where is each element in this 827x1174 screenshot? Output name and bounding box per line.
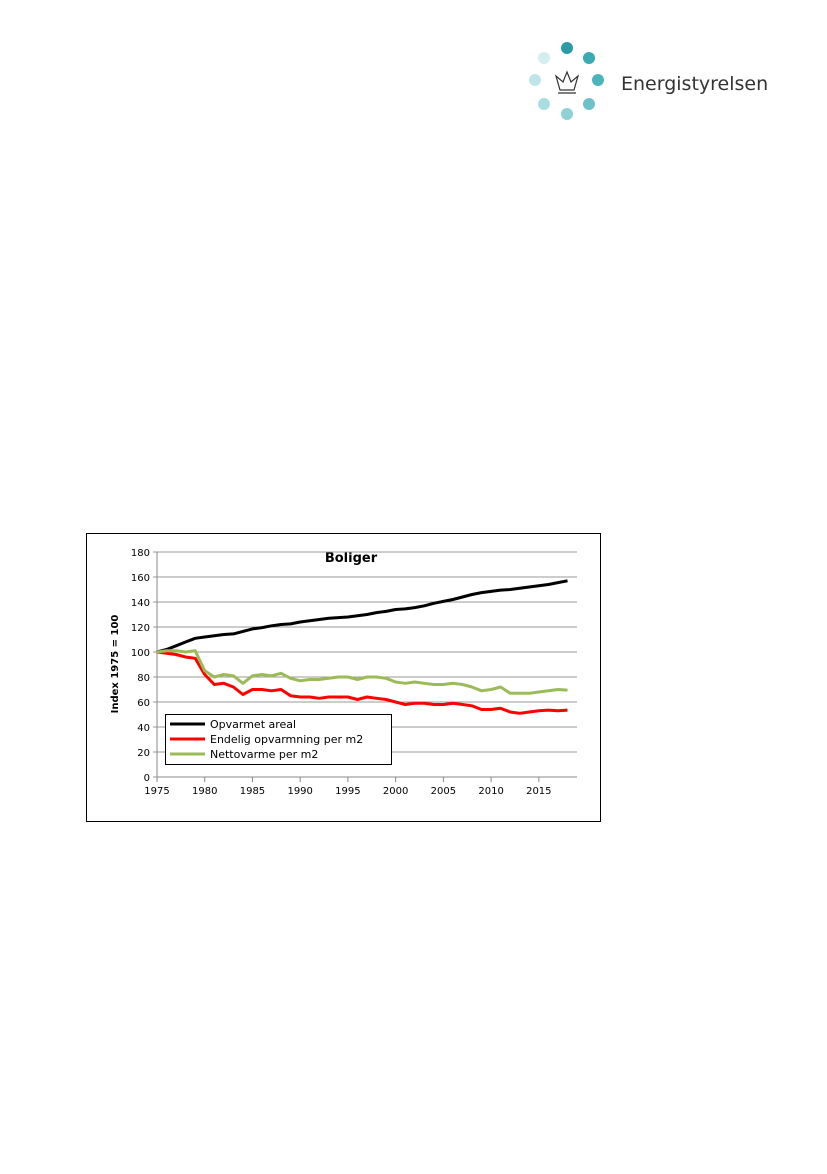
logo-dot [561, 108, 573, 120]
y-tick-label: 100 [131, 648, 150, 659]
legend-label: Opvarmet areal [210, 718, 296, 731]
x-tick-label: 1995 [335, 786, 360, 797]
y-tick-label: 80 [137, 673, 150, 684]
logo-dot [583, 52, 595, 64]
x-tick-label: 1990 [287, 786, 312, 797]
series-line [156, 650, 568, 715]
y-tick-label: 160 [131, 573, 150, 584]
legend-label: Nettovarme per m2 [210, 748, 318, 761]
logo-dot [592, 74, 604, 86]
logo: Energistyrelsen [529, 42, 768, 120]
y-tick-label: 180 [131, 548, 150, 559]
y-tick-label: 60 [137, 698, 150, 709]
x-tick-label: 2000 [383, 786, 408, 797]
legend-label: Endelig opvarmning per m2 [210, 733, 363, 746]
logo-dot [529, 74, 541, 86]
x-tick-label: 2015 [526, 786, 551, 797]
x-tick-label: 1975 [144, 786, 169, 797]
y-tick-label: 120 [131, 623, 150, 634]
y-tick-label: 0 [144, 773, 150, 784]
x-tick-label: 1980 [192, 786, 217, 797]
logo-text: Energistyrelsen [621, 73, 768, 95]
x-tick-label: 2010 [478, 786, 503, 797]
series-line [156, 579, 568, 654]
y-tick-label: 40 [137, 723, 150, 734]
x-tick-label: 2005 [431, 786, 456, 797]
logo-dot [538, 98, 550, 110]
chart-title: Boliger [325, 551, 378, 566]
y-axis-label: Index 1975 = 100 [110, 615, 121, 714]
crown [554, 70, 580, 94]
y-tick-label: 20 [137, 748, 150, 759]
logo-dot [561, 42, 573, 54]
series-line [156, 649, 568, 695]
y-tick-label: 140 [131, 598, 150, 609]
x-tick-label: 1985 [240, 786, 265, 797]
logo-dot [538, 52, 550, 64]
logo-dot [583, 98, 595, 110]
